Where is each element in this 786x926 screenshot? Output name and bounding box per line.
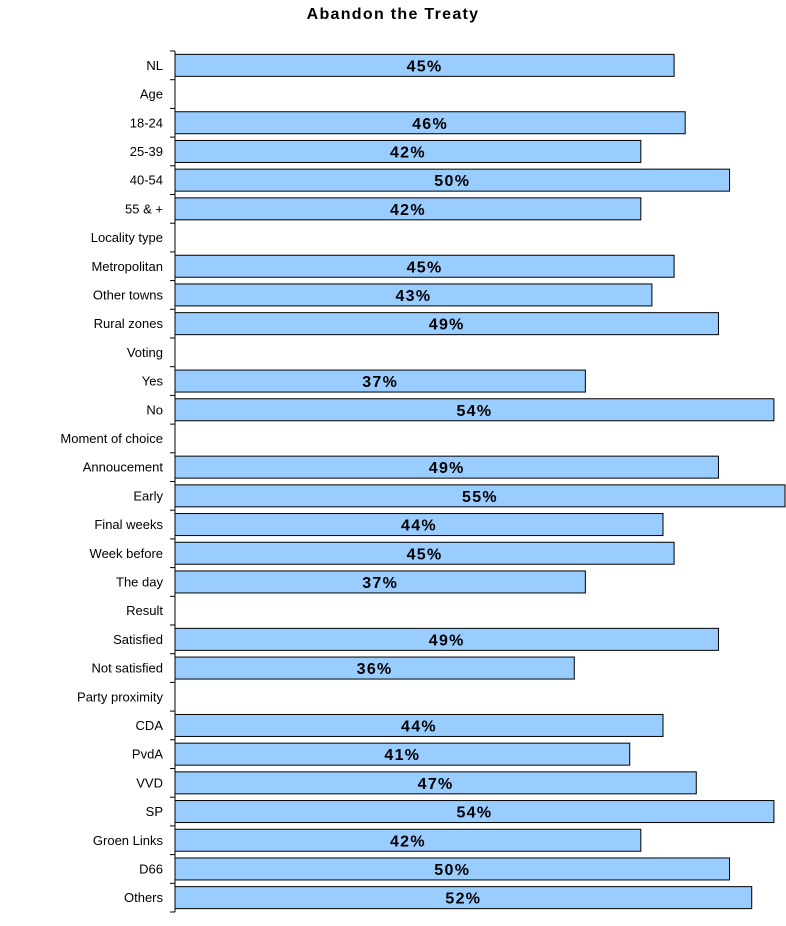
value-label-nl: 45% — [407, 58, 443, 75]
value-labels: 45% 46% 42% 50% 42% 45% 43% 49% 37% 54% 49% 55% 44% 4… — [357, 58, 498, 908]
chart-title: Abandon the Treaty — [306, 6, 480, 23]
bars-group — [174, 53, 786, 910]
category-label-pvda: PvdA — [132, 747, 163, 762]
category-label-week-before: Week before — [90, 546, 163, 561]
value-label-groen-links: 42% — [390, 833, 426, 850]
category-label-sp: SP — [146, 804, 163, 819]
bar-other-towns — [174, 283, 653, 307]
category-label-other-towns: Other towns — [93, 287, 164, 302]
bar-not-satisfied — [174, 656, 575, 680]
value-label-others: 52% — [445, 891, 481, 908]
category-label-no: No — [146, 402, 163, 417]
bar-40-54 — [174, 168, 731, 192]
category-label-40-54: 40-54 — [130, 173, 163, 188]
bar-cda — [174, 713, 664, 737]
value-label-annoucement: 49% — [429, 460, 465, 477]
bar-18-24 — [174, 111, 686, 135]
category-label-final-weeks: Final weeks — [94, 517, 163, 532]
category-label-moment-of-choice: Moment of choice — [60, 431, 163, 446]
category-label-rural-zones: Rural zones — [94, 316, 164, 331]
y-axis-ticks — [170, 50, 175, 913]
bar-satisfied — [174, 627, 719, 651]
category-label-not-satisfied: Not satisfied — [91, 661, 163, 676]
bar-annoucement — [174, 455, 719, 479]
category-label-18-24: 18-24 — [130, 115, 163, 130]
bar-week-before — [174, 541, 675, 565]
category-label-voting: Voting — [127, 345, 163, 360]
category-label-d66: D66 — [139, 861, 163, 876]
bar-nl — [174, 53, 675, 77]
value-label-sp: 54% — [456, 805, 492, 822]
category-label-others: Others — [124, 890, 164, 905]
value-label-yes: 37% — [362, 374, 398, 391]
bar-groen-links — [174, 828, 642, 852]
value-label-other-towns: 43% — [395, 288, 431, 305]
value-label-the-day: 37% — [362, 575, 398, 592]
value-label-satisfied: 49% — [429, 632, 465, 649]
bar-pvda — [174, 742, 631, 766]
category-label-yes: Yes — [142, 374, 164, 389]
category-label-the-day: The day — [116, 574, 163, 589]
category-label-early: Early — [133, 488, 163, 503]
bar-55-and — [174, 197, 642, 221]
value-label-rural-zones: 49% — [429, 317, 465, 334]
bar-metropolitan — [174, 254, 675, 278]
category-label-55-and: 55 & + — [125, 201, 163, 216]
value-label-final-weeks: 44% — [401, 518, 437, 535]
bar-final-weeks — [174, 513, 664, 537]
value-label-18-24: 46% — [412, 116, 448, 133]
value-label-d66: 50% — [434, 862, 470, 879]
category-label-satisfied: Satisfied — [113, 632, 163, 647]
bar-the-day — [174, 570, 586, 594]
value-label-metropolitan: 45% — [407, 259, 443, 276]
value-label-not-satisfied: 36% — [357, 661, 393, 678]
category-label-age: Age — [140, 87, 163, 102]
category-labels: NL Age 18-24 25-39 40-54 55 & + Locality type M… — [60, 58, 163, 905]
value-label-no: 54% — [456, 403, 492, 420]
bar-yes — [174, 369, 586, 393]
bar-d66 — [174, 857, 731, 881]
value-label-55-and: 42% — [390, 202, 426, 219]
category-label-party-proximity: Party proximity — [77, 689, 163, 704]
value-label-week-before: 45% — [407, 546, 443, 563]
bar-sp — [174, 800, 775, 824]
value-label-40-54: 50% — [434, 173, 470, 190]
category-label-cda: CDA — [136, 718, 164, 733]
category-label-result: Result — [126, 603, 163, 618]
category-label-annoucement: Annoucement — [83, 460, 164, 475]
bar-rural-zones — [174, 312, 719, 336]
bar-no — [174, 398, 775, 422]
category-label-metropolitan: Metropolitan — [91, 259, 163, 274]
category-label-locality-type: Locality type — [91, 230, 163, 245]
value-label-early: 55% — [462, 489, 498, 506]
bar-vvd — [174, 771, 697, 795]
bar-others — [174, 886, 753, 910]
bar-25-39 — [174, 139, 642, 163]
category-label-25-39: 25-39 — [130, 144, 163, 159]
value-label-25-39: 42% — [390, 144, 426, 161]
category-label-nl: NL — [146, 58, 163, 73]
value-label-pvda: 41% — [384, 747, 420, 764]
category-label-vvd: VVD — [136, 775, 163, 790]
bar-early — [174, 484, 786, 508]
value-label-cda: 44% — [401, 718, 437, 735]
value-label-vvd: 47% — [418, 776, 454, 793]
category-label-groen-links: Groen Links — [93, 833, 164, 848]
